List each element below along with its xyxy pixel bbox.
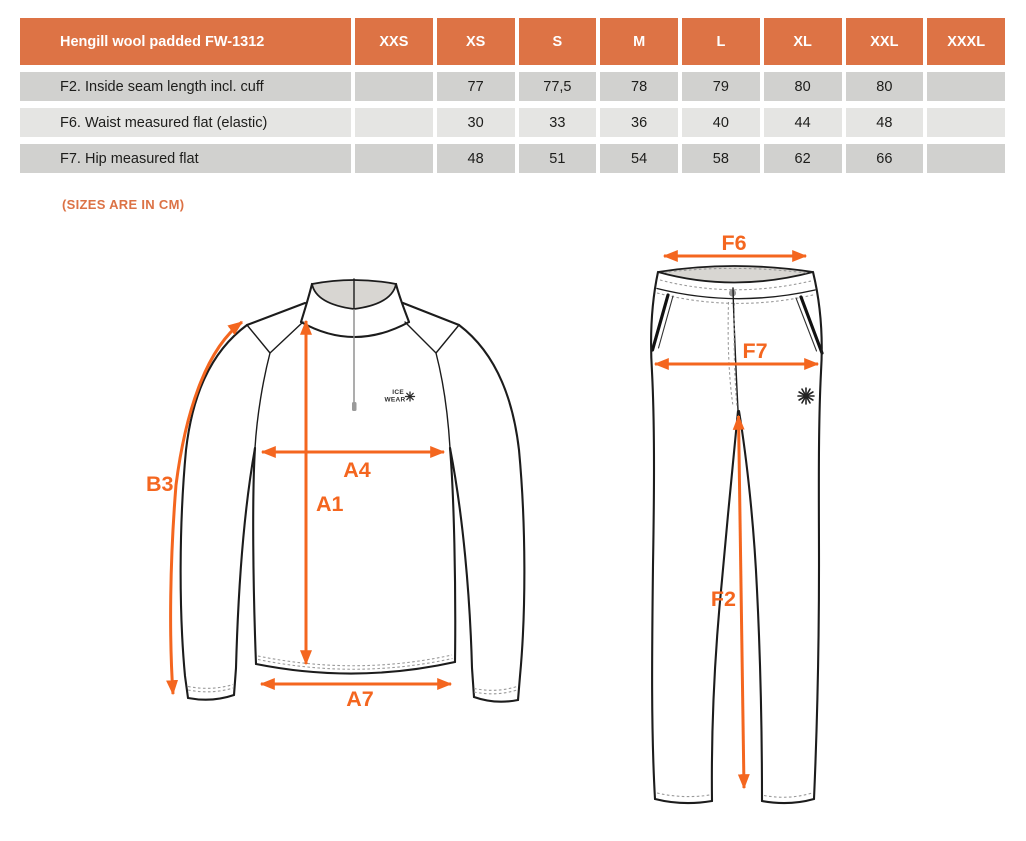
pants-garment bbox=[650, 265, 824, 805]
armhole-right bbox=[435, 352, 451, 449]
arrow-f2 bbox=[732, 414, 750, 790]
zipper-pull bbox=[352, 402, 357, 411]
yoke-seam-right bbox=[404, 321, 460, 354]
row-label: F2. Inside seam length incl. cuff bbox=[20, 72, 351, 101]
label-f6: F6 bbox=[721, 231, 746, 255]
waistband-seam bbox=[656, 287, 816, 300]
waist-front-stitch bbox=[659, 279, 812, 291]
sweater-garment: ICE WEAR bbox=[179, 278, 526, 703]
size-value bbox=[927, 144, 1005, 173]
hem-left bbox=[653, 797, 714, 805]
side-seam-left bbox=[252, 446, 258, 666]
waist-top-stitch bbox=[663, 267, 808, 274]
size-value: 77 bbox=[436, 72, 515, 101]
size-header-xl: XL bbox=[763, 18, 842, 65]
size-header-xs: XS bbox=[436, 18, 515, 65]
sleeve-right-outer bbox=[457, 323, 526, 702]
yoke-seam-left bbox=[246, 321, 304, 354]
size-value: 51 bbox=[518, 144, 597, 173]
logo-snowflake-icon bbox=[404, 391, 416, 402]
units-note: (SIZES ARE IN CM) bbox=[62, 197, 185, 212]
sweater-diagram: ICE WEAR B3 A4 A1 A7 bbox=[146, 278, 526, 711]
pocket-left-line bbox=[650, 293, 670, 352]
snowflake-logo-icon bbox=[797, 387, 815, 405]
size-value: 80 bbox=[763, 72, 842, 101]
label-f7: F7 bbox=[742, 339, 767, 363]
logo-wear: WEAR bbox=[384, 397, 405, 404]
size-value: 77,5 bbox=[518, 72, 597, 101]
size-value: 54 bbox=[600, 144, 678, 173]
shoulder-seam-left bbox=[245, 301, 307, 327]
size-value bbox=[355, 144, 433, 173]
hem-line bbox=[254, 660, 457, 675]
hem-left-stitch bbox=[656, 792, 711, 798]
size-value: 44 bbox=[763, 108, 842, 137]
hem-right bbox=[760, 797, 816, 805]
label-f2: F2 bbox=[711, 587, 736, 611]
label-a1: A1 bbox=[316, 492, 344, 516]
product-header-cell: Hengill wool padded FW-1312 bbox=[20, 18, 351, 65]
neck-seam bbox=[299, 320, 411, 338]
size-value: 33 bbox=[518, 108, 597, 137]
size-header-s: S bbox=[518, 18, 597, 65]
size-value: 40 bbox=[682, 108, 760, 137]
sleeve-left-inner bbox=[232, 446, 257, 697]
brand-logo: ICE WEAR bbox=[384, 389, 416, 404]
size-value: 66 bbox=[845, 144, 924, 173]
label-a4: A4 bbox=[343, 458, 371, 482]
collar-outline bbox=[299, 282, 314, 324]
cuff-right-stitch bbox=[473, 685, 518, 691]
arrow-b3 bbox=[166, 320, 243, 696]
cuff-left-bottom bbox=[186, 693, 236, 701]
sweater-measurements: B3 A4 A1 A7 bbox=[146, 319, 453, 711]
hem-stitch bbox=[257, 654, 453, 667]
size-header-xxs: XXS bbox=[355, 18, 433, 65]
label-b3: B3 bbox=[146, 472, 174, 496]
size-value bbox=[927, 72, 1005, 101]
cuff-left-stitch bbox=[187, 683, 234, 689]
cuff-right-bottom bbox=[472, 695, 520, 703]
size-header-m: M bbox=[600, 18, 678, 65]
leg-left-outer bbox=[650, 270, 660, 801]
size-value: 79 bbox=[682, 72, 760, 101]
label-a7: A7 bbox=[346, 687, 374, 711]
size-value: 62 bbox=[763, 144, 842, 173]
side-seam-right bbox=[448, 446, 457, 664]
size-value: 36 bbox=[600, 108, 678, 137]
size-value: 58 bbox=[682, 144, 760, 173]
size-value: 80 bbox=[845, 72, 924, 101]
size-value bbox=[355, 108, 433, 137]
size-value: 78 bbox=[600, 72, 678, 101]
size-header-l: L bbox=[682, 18, 760, 65]
size-value: 48 bbox=[436, 144, 515, 173]
size-value bbox=[927, 108, 1005, 137]
size-table: Hengill wool padded FW-1312 XXS XS S M L… bbox=[20, 18, 1005, 173]
fly-stitch bbox=[727, 301, 734, 407]
size-value bbox=[355, 72, 433, 101]
armhole-left bbox=[254, 352, 271, 449]
pants-measurements: F6 F7 F2 bbox=[653, 231, 820, 790]
size-header-xxxl: XXXL bbox=[927, 18, 1005, 65]
fly-center-line bbox=[732, 287, 739, 411]
shoulder-seam-right bbox=[401, 301, 461, 327]
row-label: F6. Waist measured flat (elastic) bbox=[20, 108, 351, 137]
hem-right-stitch bbox=[763, 792, 813, 798]
size-value: 30 bbox=[436, 108, 515, 137]
size-header-xxl: XXL bbox=[845, 18, 924, 65]
row-label: F7. Hip measured flat bbox=[20, 144, 351, 173]
leg-right-outer bbox=[811, 270, 823, 801]
pants-diagram: F6 F7 F2 bbox=[650, 231, 824, 805]
logo-ice: ICE bbox=[392, 389, 404, 396]
size-value: 48 bbox=[845, 108, 924, 137]
pocket-right-line bbox=[799, 295, 824, 355]
sleeve-right-inner bbox=[448, 446, 476, 699]
